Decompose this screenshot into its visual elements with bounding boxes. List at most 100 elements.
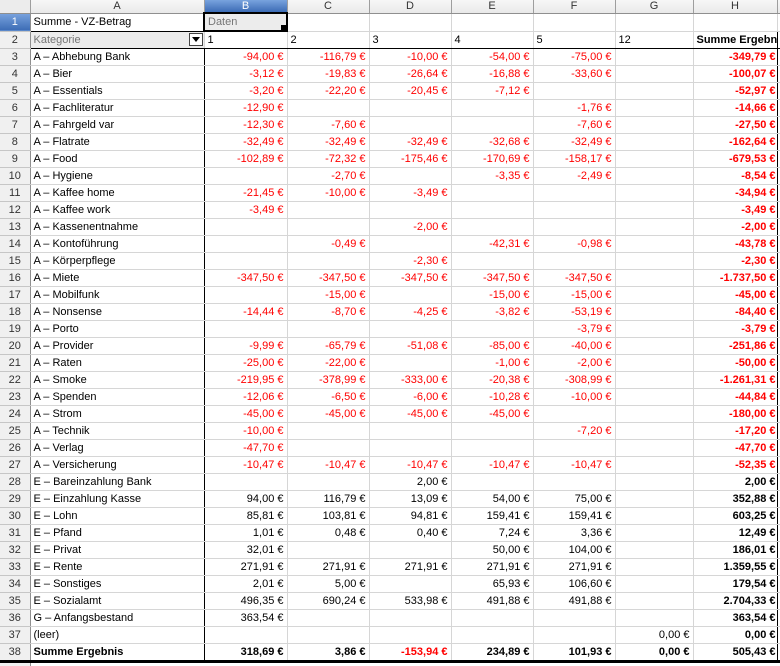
cell-G4[interactable]: [615, 65, 694, 83]
cell-C15[interactable]: [287, 252, 370, 270]
cell-A21[interactable]: A – Raten: [29, 354, 205, 372]
cell-B33[interactable]: 271,91 €: [204, 558, 288, 576]
cell-B8[interactable]: -32,49 €: [204, 133, 288, 151]
cell-F11[interactable]: [533, 184, 616, 202]
cell-G33[interactable]: [615, 558, 694, 576]
cell-A29[interactable]: E – Einzahlung Kasse: [29, 490, 205, 508]
cell-C28[interactable]: [287, 473, 370, 491]
cell-A8[interactable]: A – Flatrate: [29, 133, 205, 151]
cell-H26[interactable]: -47,70 €: [692, 439, 778, 457]
cell-A2-row-field[interactable]: Kategorie: [30, 31, 205, 49]
cell-F2[interactable]: 5: [533, 31, 616, 49]
cell-F22[interactable]: -308,99 €: [533, 371, 616, 389]
cell-E30[interactable]: 159,41 €: [451, 507, 534, 525]
cell-B1-selected[interactable]: Daten: [203, 12, 288, 32]
cell-G30[interactable]: [615, 507, 694, 525]
cell-G13[interactable]: [615, 218, 694, 236]
cell-C25[interactable]: [287, 422, 370, 440]
cell-B21[interactable]: -25,00 €: [204, 354, 288, 372]
cell-A10[interactable]: A – Hygiene: [29, 167, 205, 185]
cell-G5[interactable]: [615, 82, 694, 100]
cell-E22[interactable]: -20,38 €: [451, 371, 534, 389]
cell-B31[interactable]: 1,01 €: [204, 524, 288, 542]
cell-F18[interactable]: -53,19 €: [533, 303, 616, 321]
cell-H17[interactable]: -45,00 €: [692, 286, 778, 304]
column-header-E[interactable]: E: [451, 0, 534, 14]
cell-D8[interactable]: -32,49 €: [369, 133, 452, 151]
row-header-26[interactable]: 26: [0, 439, 31, 457]
cell-A24[interactable]: A – Strom: [29, 405, 205, 423]
cell-D7[interactable]: [369, 116, 452, 134]
cell-G7[interactable]: [615, 116, 694, 134]
row-header-28[interactable]: 28: [0, 473, 31, 491]
cell-B16[interactable]: -347,50 €: [204, 269, 288, 287]
cell-A5[interactable]: A – Essentials: [29, 82, 205, 100]
column-header-C[interactable]: C: [287, 0, 370, 14]
cell-F4[interactable]: -33,60 €: [533, 65, 616, 83]
cell-F15[interactable]: [533, 252, 616, 270]
cell-D34[interactable]: [369, 575, 452, 593]
row-header-14[interactable]: 14: [0, 235, 31, 253]
row-header-16[interactable]: 16: [0, 269, 31, 287]
cell-A7[interactable]: A – Fahrgeld var: [29, 116, 205, 134]
cell-C12[interactable]: [287, 201, 370, 219]
cell-A6[interactable]: A – Fachliteratur: [29, 99, 205, 117]
row-header-9[interactable]: 9: [0, 150, 31, 168]
cell-B24[interactable]: -45,00 €: [204, 405, 288, 423]
cell-D26[interactable]: [369, 439, 452, 457]
cell-G27[interactable]: [615, 456, 694, 474]
cell-H32[interactable]: 186,01 €: [692, 541, 778, 559]
cell-E1[interactable]: [451, 13, 534, 32]
cell-F21[interactable]: -2,00 €: [533, 354, 616, 372]
row-header-5[interactable]: 5: [0, 82, 31, 100]
cell-B23[interactable]: -12,06 €: [204, 388, 288, 406]
cell-F24[interactable]: [533, 405, 616, 423]
cell-A30[interactable]: E – Lohn: [29, 507, 205, 525]
cell-H16[interactable]: -1.737,50 €: [692, 269, 778, 287]
cell-D1[interactable]: [369, 13, 452, 32]
cell-A15[interactable]: A – Körperpflege: [29, 252, 205, 270]
cell-F14[interactable]: -0,98 €: [533, 235, 616, 253]
cell-F23[interactable]: -10,00 €: [533, 388, 616, 406]
cell-H28[interactable]: 2,00 €: [692, 473, 778, 491]
cell-H23[interactable]: -44,84 €: [692, 388, 778, 406]
cell-B5[interactable]: -3,20 €: [204, 82, 288, 100]
cell-F16[interactable]: -347,50 €: [533, 269, 616, 287]
cell-B14[interactable]: [204, 235, 288, 253]
row-header-32[interactable]: 32: [0, 541, 31, 559]
cell-E32[interactable]: 50,00 €: [451, 541, 534, 559]
cell-H8[interactable]: -162,64 €: [692, 133, 778, 151]
cell-F32[interactable]: 104,00 €: [533, 541, 616, 559]
cell-G38[interactable]: 0,00 €: [615, 643, 694, 663]
cell-B19[interactable]: [204, 320, 288, 338]
cell-C8[interactable]: -32,49 €: [287, 133, 370, 151]
cell-D37[interactable]: [369, 626, 452, 644]
row-header-3[interactable]: 3: [0, 48, 31, 66]
cell-H4[interactable]: -100,07 €: [692, 65, 778, 83]
cell-B12[interactable]: -3,49 €: [204, 201, 288, 219]
cell-H11[interactable]: -34,94 €: [692, 184, 778, 202]
cell-B18[interactable]: -14,44 €: [204, 303, 288, 321]
cell-H38[interactable]: 505,43 €: [692, 643, 778, 663]
cell-B2[interactable]: 1: [204, 31, 288, 49]
row-header-4[interactable]: 4: [0, 65, 31, 83]
cell-F3[interactable]: -75,00 €: [533, 48, 616, 66]
cell-E19[interactable]: [451, 320, 534, 338]
cell-A37[interactable]: (leer): [29, 626, 205, 644]
cell-B25[interactable]: -10,00 €: [204, 422, 288, 440]
cell-H37[interactable]: 0,00 €: [692, 626, 778, 644]
cell-D15[interactable]: -2,30 €: [369, 252, 452, 270]
cell-G34[interactable]: [615, 575, 694, 593]
cell-F5[interactable]: [533, 82, 616, 100]
cell-D25[interactable]: [369, 422, 452, 440]
cell-H25[interactable]: -17,20 €: [692, 422, 778, 440]
cell-C23[interactable]: -6,50 €: [287, 388, 370, 406]
row-header-11[interactable]: 11: [0, 184, 31, 202]
cell-G19[interactable]: [615, 320, 694, 338]
column-header-G[interactable]: G: [615, 0, 694, 14]
row-header-12[interactable]: 12: [0, 201, 31, 219]
cell-E35[interactable]: 491,88 €: [451, 592, 534, 610]
cell-D23[interactable]: -6,00 €: [369, 388, 452, 406]
cell-A23[interactable]: A – Spenden: [29, 388, 205, 406]
cell-D35[interactable]: 533,98 €: [369, 592, 452, 610]
